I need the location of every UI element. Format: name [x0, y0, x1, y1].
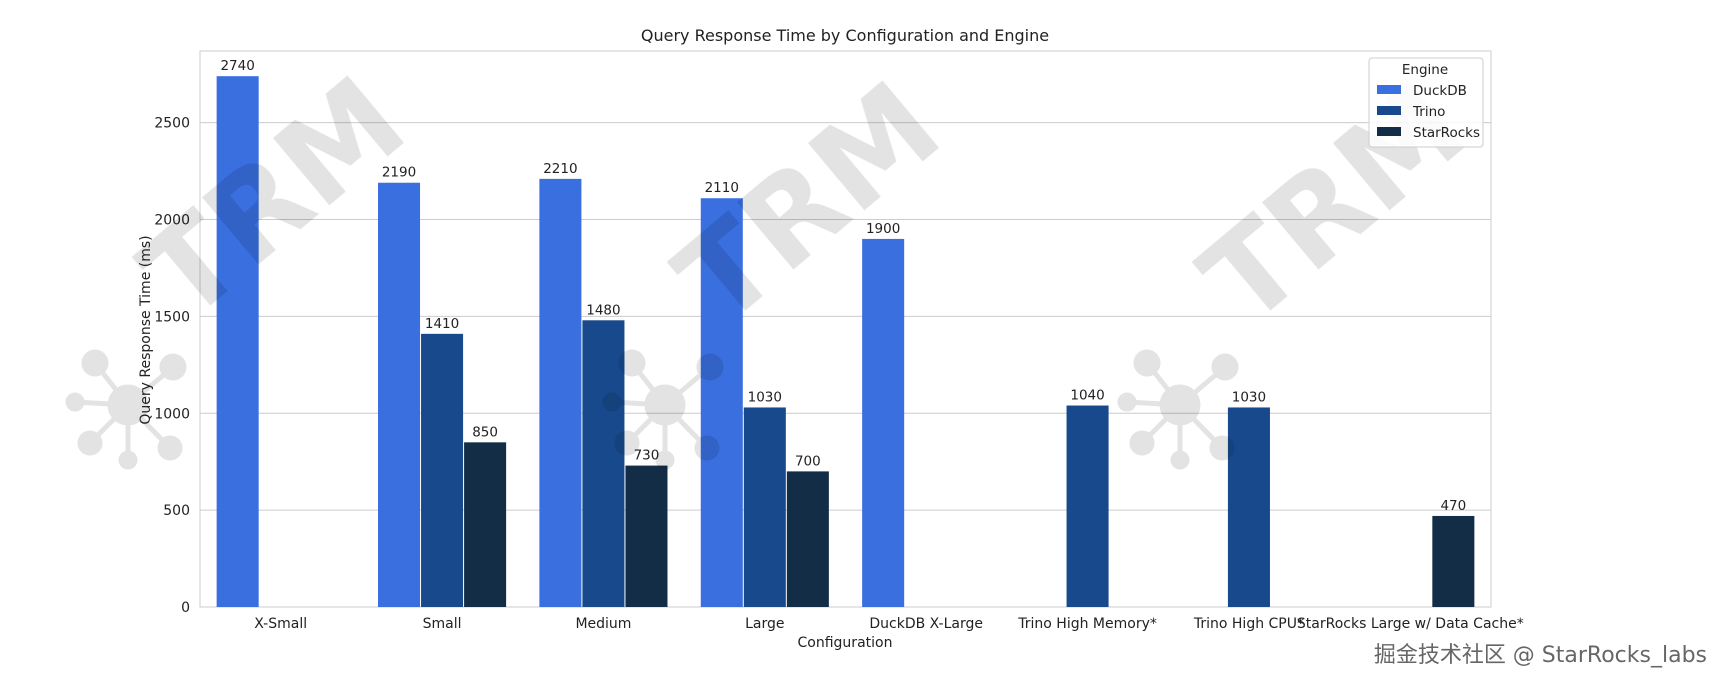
bar-duckdb-2: [539, 178, 582, 607]
watermark-network-icon-3: [1117, 349, 1239, 470]
data-label: 1900: [866, 221, 900, 237]
y-tick-label: 500: [163, 503, 190, 519]
bar-trino-2: [582, 320, 625, 607]
data-label: 2110: [705, 180, 739, 196]
y-tick-label: 1500: [154, 309, 190, 325]
data-label: 2740: [220, 58, 254, 74]
bars: [216, 76, 1475, 607]
y-axis-title: Query Response Time (ms): [138, 235, 154, 424]
bar-trino-5: [1066, 405, 1109, 607]
bar-trino-1: [421, 333, 464, 607]
footer-watermark: 掘金技术社区 @ StarRocks_labs: [1374, 643, 1707, 668]
bar-duckdb-0: [216, 76, 259, 607]
legend-swatch-starrocks: [1377, 127, 1401, 136]
bar-starrocks-3: [786, 471, 829, 607]
bar-starrocks-1: [464, 442, 507, 607]
data-label: 1040: [1070, 388, 1104, 404]
bar-trino-3: [743, 407, 786, 607]
y-tick-label: 2500: [154, 116, 190, 132]
legend-items: DuckDB Trino StarRocks: [1377, 83, 1480, 141]
x-tick-label: Large: [745, 616, 784, 632]
x-tick-label: DuckDB X-Large: [869, 616, 983, 632]
data-label: 2190: [382, 165, 416, 181]
legend-title: Engine: [1402, 62, 1448, 78]
bar-duckdb-1: [378, 182, 421, 607]
y-tick-labels: 0 500 1000 1500 2000 2500: [154, 116, 190, 616]
bar-starrocks-7: [1432, 515, 1475, 607]
watermark-network-icon-1: [65, 349, 187, 470]
x-tick-label: X-Small: [254, 616, 307, 632]
data-labels: 2740 2190 1410 850 2210 1480 730 2110 1030 700 190…: [220, 58, 1466, 514]
y-tick-label: 0: [181, 600, 190, 616]
legend-label-starrocks: StarRocks: [1413, 125, 1480, 141]
data-label: 1030: [1232, 389, 1266, 405]
legend-box: [1368, 57, 1484, 148]
x-tick-label: Trino High Memory*: [1017, 616, 1157, 632]
x-tick-label: StarRocks Large w/ Data Cache*: [1297, 616, 1524, 632]
legend-label-trino: Trino: [1412, 104, 1445, 120]
x-tick-label: Trino High CPU*: [1193, 616, 1304, 632]
data-label: 470: [1440, 498, 1466, 514]
legend-swatch-trino: [1377, 106, 1401, 115]
legend-label-duckdb: DuckDB: [1413, 83, 1467, 99]
x-tick-label: Small: [423, 616, 462, 632]
bar-duckdb-4: [862, 238, 905, 607]
bar-starrocks-2: [625, 465, 668, 607]
x-tick-labels: X-Small Small Medium Large DuckDB X-Large Tri…: [254, 616, 1523, 632]
data-label: 2210: [543, 161, 577, 177]
data-label: 700: [795, 453, 821, 469]
data-label: 730: [634, 448, 660, 464]
x-tick-label: Medium: [575, 616, 631, 632]
legend-swatch-duckdb: [1377, 85, 1401, 94]
data-label: 1480: [586, 302, 620, 318]
bar-trino-6: [1227, 407, 1270, 607]
watermark-network-icon-2: [602, 349, 724, 470]
legend: Engine DuckDB Trino StarRocks: [1368, 57, 1484, 148]
data-label: 1030: [748, 389, 782, 405]
y-tick-label: 2000: [154, 213, 190, 229]
chart-title: Query Response Time by Configuration and…: [641, 26, 1049, 45]
bar-duckdb-3: [700, 198, 743, 607]
data-label: 850: [472, 424, 498, 440]
x-axis-title: Configuration: [798, 635, 893, 651]
y-tick-label: 1000: [154, 406, 190, 422]
data-label: 1410: [425, 316, 459, 332]
